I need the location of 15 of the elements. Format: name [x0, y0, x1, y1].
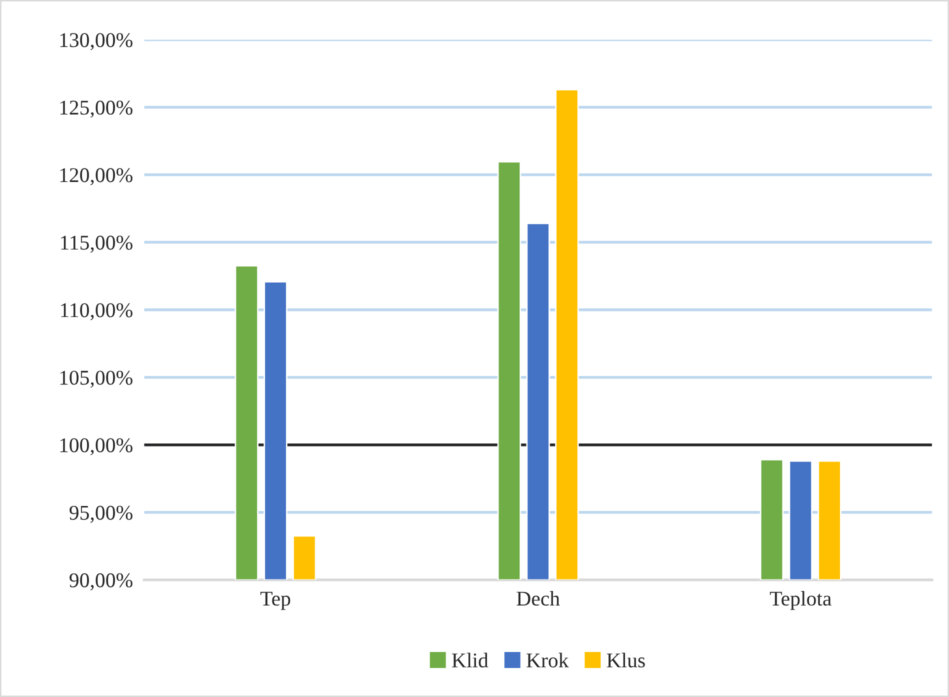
y-tick-label: 120,00%: [60, 168, 132, 186]
y-tick-label: 110,00%: [61, 303, 132, 320]
legend-label: Krok: [526, 652, 569, 668]
legend-label: Klus: [606, 652, 645, 668]
y-tick-label: 95,00%: [70, 506, 132, 523]
y-tick-label: 115,00%: [61, 236, 132, 253]
y-tick-label: 100,00%: [60, 438, 132, 456]
x-tick-label: Teplota: [770, 591, 832, 610]
y-tick-label: 90,00%: [70, 573, 132, 590]
x-tick-label: Dech: [516, 591, 560, 606]
y-tick-label: 105,00%: [60, 370, 132, 388]
x-tick-label: Tep: [260, 592, 290, 610]
y-tick-label: 130,00%: [60, 33, 132, 50]
y-tick-label: 125,00%: [60, 100, 132, 118]
legend-label: Klid: [452, 652, 488, 668]
